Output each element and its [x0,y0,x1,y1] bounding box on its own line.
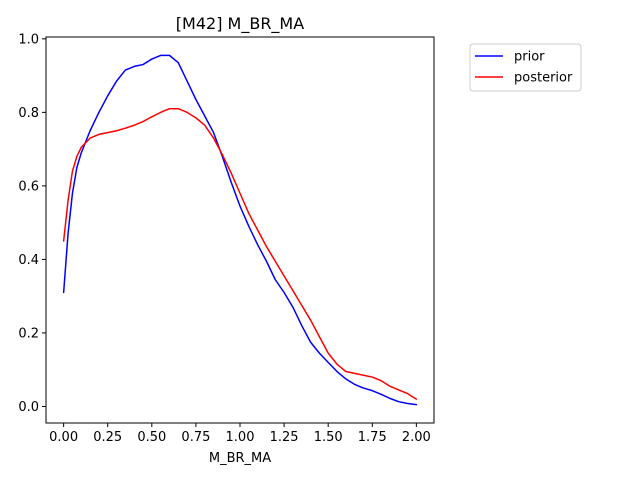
y-tick-label: 0.6 [18,179,39,194]
series-line-posterior [62,107,418,400]
y-tick-label: 1.0 [18,32,39,47]
x-tick-label: 0.25 [93,430,122,445]
x-tick-label: 1.25 [270,430,299,445]
axes-frame [45,36,435,424]
legend-label-posterior: posterior [514,71,573,86]
y-tick-label: 0.4 [18,253,39,268]
x-tick-label: 2.00 [402,430,431,445]
series-line-prior [62,54,418,406]
y-tick-label: 0.8 [18,106,39,121]
y-tick-label: 0.2 [18,326,39,341]
x-tick-label: 0.75 [181,430,210,445]
x-tick-label: 0.00 [49,430,78,445]
legend-label-prior: prior [514,50,545,65]
x-tick-label: 1.50 [314,430,343,445]
plot-area [62,54,418,406]
chart-title: [M42] M_BR_MA [176,14,304,34]
x-tick-label: 0.50 [137,430,166,445]
legend: prior posterior [469,43,582,92]
x-tick-label: 1.75 [358,430,387,445]
x-tick-label: 1.00 [226,430,255,445]
x-axis: 0.00 0.25 0.50 0.75 1.00 1.25 1.50 1.75 2.00 [49,423,431,445]
y-tick-label: 0.0 [18,400,39,415]
y-axis: 0.0 0.2 0.4 0.6 0.8 1.0 [18,32,46,415]
x-axis-label: M_BR_MA [209,451,271,466]
